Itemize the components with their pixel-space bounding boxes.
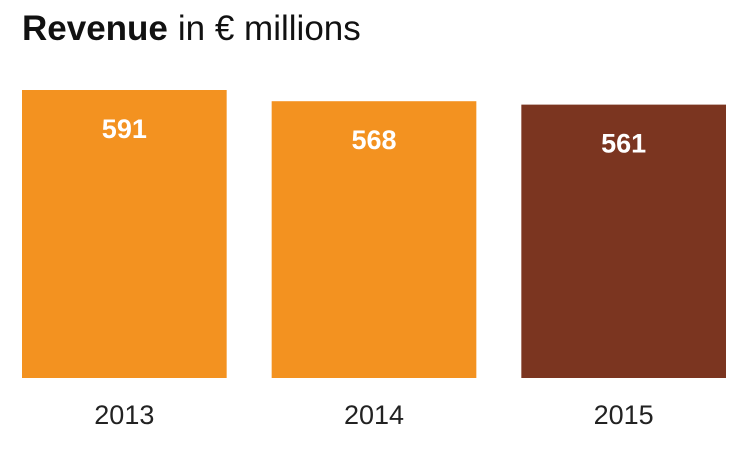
bar [521,104,726,378]
value-label: 561 [601,129,646,159]
value-label: 568 [351,125,396,155]
x-tick-label: 2014 [344,400,404,430]
chart-title: Revenue in € millions [22,9,361,48]
title-main: Revenue [22,9,168,48]
bar [271,101,477,378]
value-label: 591 [102,114,147,144]
title-unit: in € millions [178,9,361,48]
bar [22,90,227,378]
x-tick-label: 2013 [94,400,154,430]
x-tick-label: 2015 [594,400,654,430]
